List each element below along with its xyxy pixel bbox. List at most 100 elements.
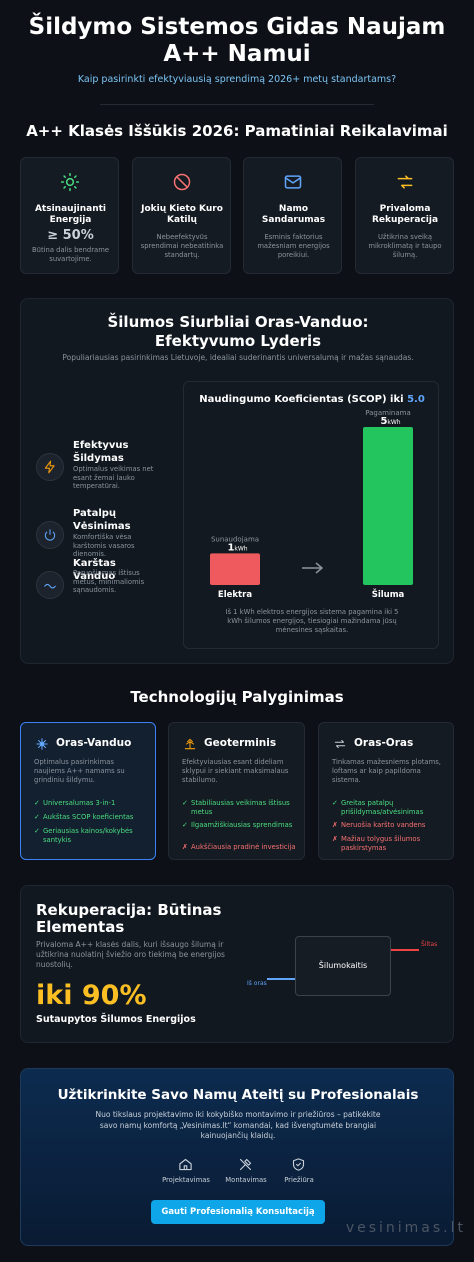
icon	[284, 175, 302, 189]
card-text: Nebeefektyvūs sprendimai nebeatitinka st…	[140, 233, 224, 259]
feature-title: Patalpų Vėsinimas	[73, 508, 131, 532]
chart-title: Naudingumo Koeficientas (SCOP) iki 5.0	[184, 394, 440, 405]
section-text: Privaloma A++ klasės dalis, kuri išsaugo…	[36, 940, 225, 969]
warm-flow	[391, 949, 419, 951]
item-mark: ✗	[332, 821, 338, 829]
feature-icon	[36, 521, 64, 549]
item-mark: ✓	[34, 827, 40, 835]
service-label: Projektavimas	[162, 1176, 210, 1184]
card-icon	[333, 736, 347, 755]
card-text: Optimalus pasirinkimas naujiems A++ nama…	[34, 758, 125, 784]
icon	[239, 1158, 252, 1171]
watermark: vesinimas.lt	[345, 1220, 466, 1236]
recuperation-panel: Rekuperacija: Būtinas Elementas Privalom…	[20, 885, 454, 1043]
chart-title-text: Naudingumo Koeficientas (SCOP) iki	[199, 394, 404, 405]
item-text: Aukštas SCOP koeficientas	[43, 813, 134, 821]
requirement-card: Privaloma Rekuperacija Užtikrina sveiką m…	[354, 157, 454, 274]
icon	[334, 739, 346, 749]
card-highlight: ≥ 50%	[47, 228, 94, 243]
card-icon	[283, 172, 303, 196]
bar-value: 5	[381, 416, 388, 427]
icon	[173, 173, 190, 191]
card-title: Oras-Oras	[354, 737, 414, 749]
item-mark: ✓	[34, 799, 40, 807]
bar-caption: Pagaminama	[365, 409, 411, 417]
cta-text: Nuo tikslaus projektavimo iki kokybiško …	[95, 1110, 381, 1140]
card-text: Būtina dalis bendrame suvartojime.	[32, 246, 109, 263]
icon	[44, 583, 56, 589]
item-mark: ✓	[34, 813, 40, 821]
feature-icon	[36, 571, 64, 599]
page-subtitle: Kaip pasirinkti efektyviausią sprendimą …	[77, 74, 397, 85]
service-label: Priežiūra	[284, 1176, 314, 1184]
service-label: Montavimas	[225, 1176, 267, 1184]
bar-unit: kWh	[234, 545, 247, 552]
card-title: Atsinaujinanti Energija	[34, 204, 107, 225]
section-title: A++ Klasės Iššūkis 2026: Pamatiniai Reik…	[26, 122, 448, 140]
savings-highlight: iki 90%	[36, 980, 147, 1011]
fresh-label: Iš oras	[247, 980, 267, 987]
feature-text: Komfortiška vėsa karštomis vasaros dieno…	[73, 533, 135, 558]
chart-title-value: 5.0	[407, 394, 425, 405]
category-label: Elektra	[218, 590, 252, 600]
service-icon	[238, 1157, 253, 1176]
savings-caption: Sutaupytos Šilumos Energijos	[36, 1014, 196, 1025]
cta-title: Užtikrinkite Savo Namų Ateitį su Profesi…	[57, 1087, 419, 1103]
heat-exchanger-label: Šilumokaitis	[318, 961, 368, 970]
icon	[292, 1158, 305, 1171]
comparison-card: Oras-Oras Tinkamas mažesniems plotams, lo…	[318, 722, 454, 860]
icon	[60, 172, 80, 192]
card-title: Privaloma Rekuperacija	[371, 204, 439, 225]
item-text: Geriausias kainos/kokybės santykis	[43, 827, 133, 844]
requirement-card: Atsinaujinanti Energija ≥ 50% Būtina dalis…	[20, 157, 119, 274]
feature-text: Optimalus veikimas net esant žemai lauko…	[73, 465, 154, 490]
item-text: Neruošia karšto vandens	[341, 821, 426, 829]
arrow	[302, 562, 324, 574]
service-icon	[178, 1157, 193, 1176]
icon	[179, 1158, 192, 1171]
chart-note: Iš 1 kWh elektros energijos sistema paga…	[225, 608, 399, 634]
card-icon	[35, 736, 49, 755]
card-title: Oras-Vanduo	[56, 737, 132, 749]
divider	[100, 104, 374, 105]
requirement-card: Jokių Kieto Kuro Katilų Nebeefektyvūs spr…	[131, 157, 231, 274]
item-text: Mažiau tolygus šilumos paskirstymas	[341, 835, 421, 852]
card-title: Geoterminis	[204, 737, 277, 749]
bar-unit: kWh	[387, 419, 400, 426]
icon	[44, 529, 56, 541]
card-title: Jokių Kieto Kuro Katilų	[141, 204, 223, 225]
icon	[397, 175, 412, 189]
bar-caption: Sunaudojama	[211, 535, 259, 543]
section-subtitle: Populiariausias pasirinkimas Lietuvoje, …	[62, 353, 414, 362]
item-text: Greitas patalpų prišildymas/atvėsinimas	[341, 799, 424, 816]
item-mark: ✗	[182, 843, 188, 851]
category-label: Šiluma	[372, 588, 405, 600]
fresh-flow	[267, 978, 295, 980]
feature-icon	[36, 453, 64, 481]
card-icon	[172, 172, 192, 196]
page-title: Šildymo Sistemos Gidas Naujam A++ Namui	[28, 14, 446, 67]
comparison-card: Oras-Vanduo Optimalus pasirinkimas naujie…	[20, 722, 156, 860]
icon	[36, 738, 48, 750]
icon	[184, 738, 196, 750]
card-icon	[60, 172, 80, 196]
card-text: Užtikrina sveiką mikroklimatą ir taupo š…	[368, 233, 442, 259]
service-icon	[291, 1157, 306, 1176]
bar-value: 1	[228, 542, 235, 553]
heat-exchanger: Šilumokaitis	[295, 936, 391, 996]
card-icon	[395, 172, 415, 196]
cta-button[interactable]: Gauti Profesionalią Konsultaciją	[151, 1200, 325, 1224]
item-text: Universalumas 3-in-1	[43, 799, 116, 807]
heat-pump-panel: Šilumos Siurbliai Oras-Vanduo: Efektyvum…	[20, 298, 454, 664]
item-mark: ✓	[182, 799, 188, 807]
item-text: Aukščiausia pradinė investicija	[191, 843, 296, 851]
item-mark: ✓	[182, 821, 188, 829]
comparison-card: Geoterminis Efektyviausias esant dideliam…	[168, 722, 305, 860]
item-text: Ilgaamžiškiausias sprendimas	[191, 821, 293, 829]
card-text: Esminis faktorius mažesniam energijos po…	[257, 233, 330, 259]
warm-label: Šiltas	[421, 941, 438, 948]
cta-panel: Užtikrinkite Savo Namų Ateitį su Profesi…	[20, 1068, 454, 1246]
section-title: Rekuperacija: Būtinas Elementas	[36, 901, 222, 936]
card-title: Namo Sandarumas	[261, 204, 326, 225]
